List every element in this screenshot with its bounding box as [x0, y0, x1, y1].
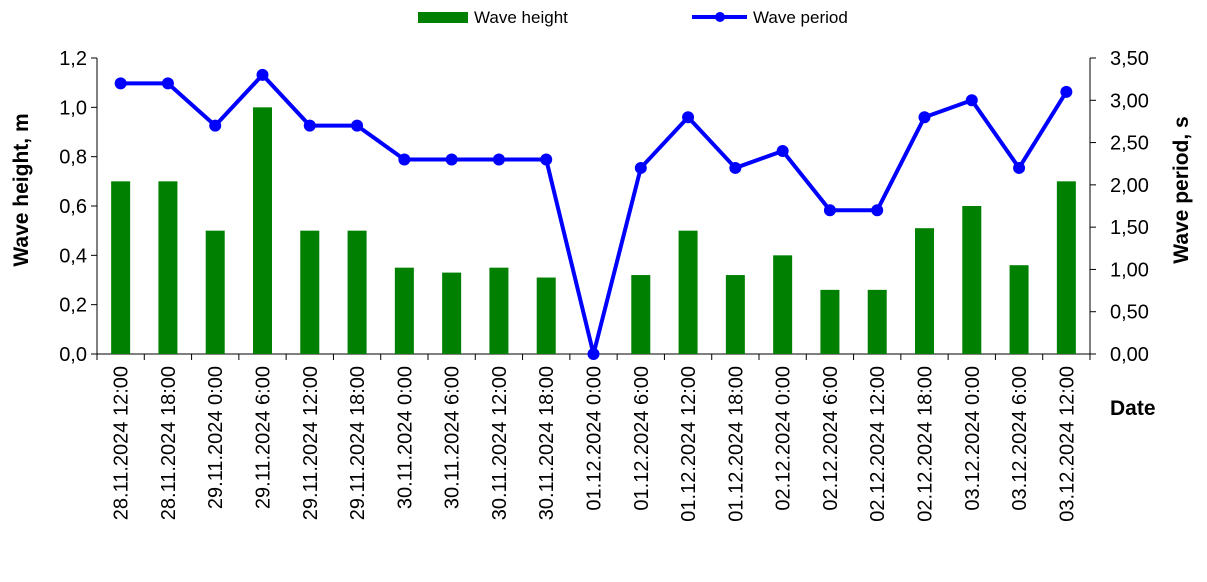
x-tick-label: 02.12.2024 0:00 — [773, 366, 795, 511]
bar-wave-height — [158, 181, 178, 354]
bar-wave-height — [347, 230, 367, 354]
x-tick-label: 02.12.2024 12:00 — [867, 366, 889, 522]
x-tick-label: 01.12.2024 6:00 — [631, 366, 653, 511]
bar-wave-height — [915, 228, 934, 354]
bar-wave-height — [489, 267, 509, 354]
bar-wave-height — [631, 275, 651, 354]
y-tick-label: 1,0 — [59, 97, 87, 119]
point-wave-period — [209, 119, 222, 132]
y-tick-label: 0,6 — [59, 196, 87, 218]
y-tick-label: 1,2 — [59, 48, 87, 70]
point-wave-period — [492, 153, 505, 166]
bar-wave-height — [1009, 265, 1029, 354]
point-wave-period — [871, 204, 884, 217]
y-tick-label: 0,8 — [59, 147, 87, 169]
y2-tick-label: 2,50 — [1110, 133, 1149, 155]
point-wave-period — [161, 77, 174, 90]
bar-wave-height — [394, 267, 414, 354]
y2-tick-label: 3,50 — [1110, 48, 1149, 70]
y-tick-label: 0,4 — [59, 245, 87, 267]
legend-label-wave-period: Wave period — [753, 8, 848, 27]
bar-wave-height — [442, 272, 462, 354]
point-wave-period — [823, 204, 836, 217]
x-tick-label: 28.11.2024 12:00 — [111, 366, 133, 520]
point-wave-period — [965, 94, 978, 107]
bar-wave-height — [678, 230, 698, 354]
point-wave-period — [682, 111, 695, 124]
x-tick-label: 03.12.2024 6:00 — [1009, 366, 1031, 511]
x-tick-label: 01.12.2024 18:00 — [725, 366, 747, 522]
legend-swatch-wave-height — [418, 12, 468, 23]
bar-wave-height — [253, 107, 272, 354]
y-tick-label: 0,2 — [59, 295, 87, 317]
x-axis-title: Date — [1110, 397, 1156, 420]
y2-tick-label: 1,50 — [1110, 217, 1149, 239]
x-tick-label: 29.11.2024 0:00 — [205, 366, 227, 509]
point-wave-period — [1060, 85, 1073, 98]
point-wave-period — [587, 348, 600, 360]
point-wave-period — [540, 153, 553, 166]
bar-wave-height — [1056, 181, 1076, 354]
bar-wave-height — [536, 277, 556, 354]
y-axis-title: Wave height, m — [10, 113, 33, 266]
point-wave-period — [256, 68, 269, 81]
y-tick-label: 0,0 — [59, 344, 87, 366]
plot-area: 0,0 0,2 0,4 0,6 0,8 1,0 1,2 0,00 0,50 1,00 1,50 2,0… — [59, 48, 1149, 522]
x-tick-label: 30.11.2024 0:00 — [394, 366, 416, 509]
y2-tick-label: 0,00 — [1110, 344, 1149, 366]
point-wave-period — [303, 119, 316, 132]
legend-swatch-wave-period-marker — [715, 12, 725, 22]
x-tick-label: 03.12.2024 0:00 — [962, 366, 984, 511]
x-tick-label: 29.11.2024 18:00 — [347, 366, 369, 520]
x-tick-label: 30.11.2024 18:00 — [536, 366, 558, 520]
y2-axis-title: Wave period, s — [1170, 116, 1193, 263]
bar-wave-height — [962, 206, 982, 354]
x-tick-label: 30.11.2024 12:00 — [489, 366, 511, 520]
point-wave-period — [776, 145, 789, 158]
x-tick-label: 03.12.2024 12:00 — [1056, 366, 1078, 522]
bar-wave-height — [300, 230, 320, 354]
x-tick-label: 29.11.2024 12:00 — [300, 366, 322, 520]
x-tick-label: 29.11.2024 6:00 — [253, 366, 275, 509]
bar-wave-height — [111, 181, 131, 354]
bar-wave-height — [867, 289, 887, 354]
point-wave-period — [445, 153, 458, 166]
point-wave-period — [398, 153, 411, 166]
y2-tick-label: 0,50 — [1110, 302, 1149, 324]
point-wave-period — [351, 119, 364, 132]
bar-wave-height — [205, 230, 225, 354]
x-tick-label: 28.11.2024 18:00 — [158, 366, 180, 520]
x-tick-label: 02.12.2024 18:00 — [915, 366, 937, 522]
x-tick-label: 01.12.2024 12:00 — [678, 366, 700, 522]
x-tick-label: 01.12.2024 0:00 — [584, 366, 606, 511]
y2-tick-label: 3,00 — [1110, 90, 1149, 112]
x-tick-label: 02.12.2024 6:00 — [820, 366, 842, 511]
bar-wave-height — [773, 255, 793, 354]
legend: Wave height Wave period — [418, 8, 848, 27]
bar-wave-height — [725, 275, 745, 354]
point-wave-period — [918, 111, 931, 124]
x-tick-label: 30.11.2024 6:00 — [442, 366, 464, 509]
legend-label-wave-height: Wave height — [474, 8, 568, 27]
point-wave-period — [114, 77, 127, 90]
point-wave-period — [634, 161, 647, 174]
y2-tick-label: 2,00 — [1110, 175, 1149, 197]
point-wave-period — [1013, 161, 1026, 174]
point-wave-period — [729, 161, 742, 174]
y2-tick-label: 1,00 — [1110, 259, 1149, 281]
bar-wave-height — [820, 289, 840, 354]
